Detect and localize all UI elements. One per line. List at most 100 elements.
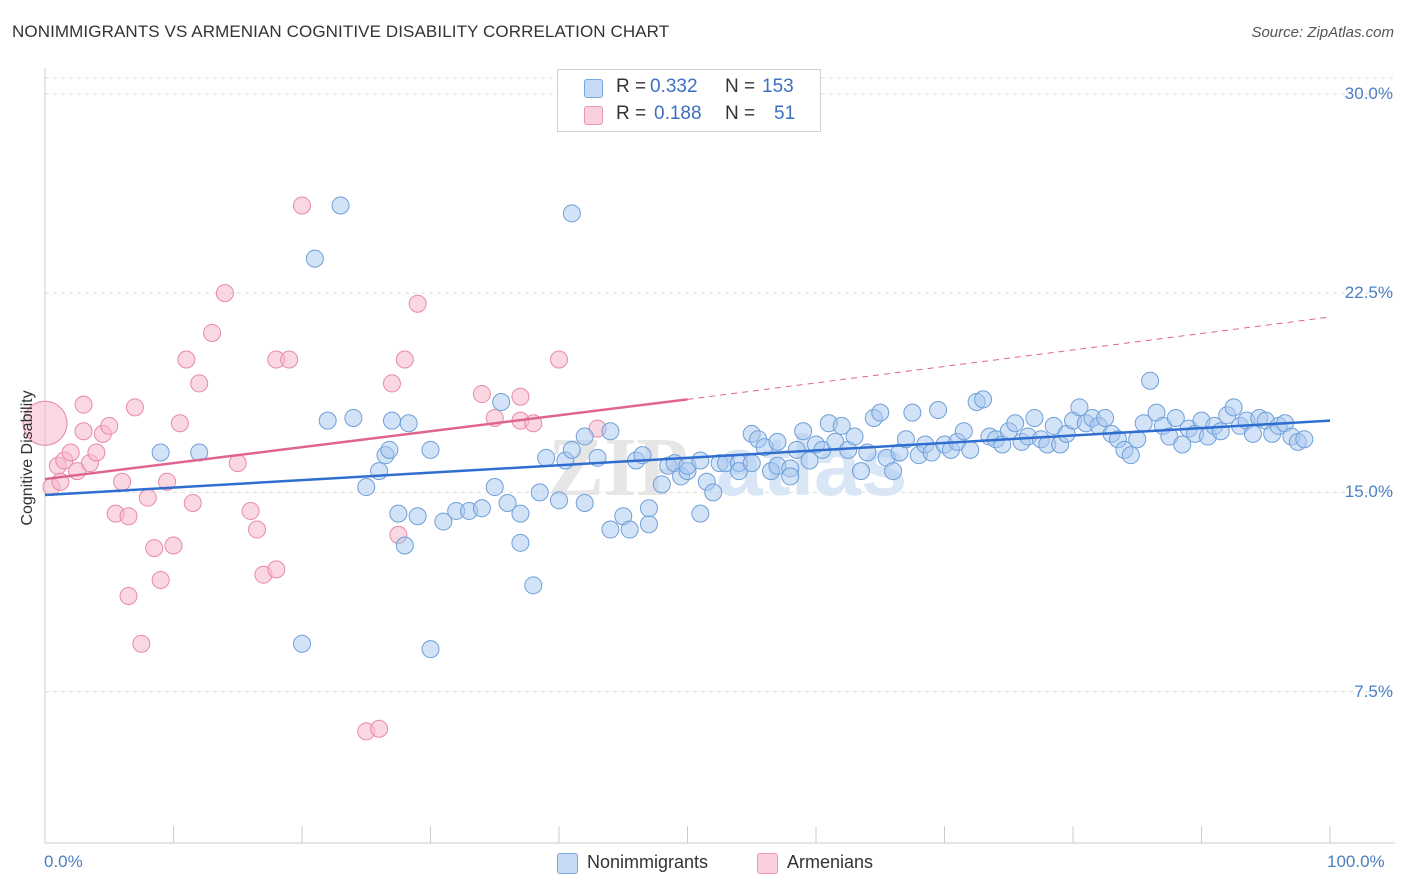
nonimmigrants-point [530,483,549,502]
nonimmigrants-point [639,499,658,518]
nonimmigrants-point [1006,414,1025,433]
nonimmigrants-point [691,451,710,470]
nonimmigrants-point [151,443,170,462]
armenians-point [74,395,93,414]
nonimmigrants-point [498,493,517,512]
trendlines [44,316,1331,497]
nonimmigrants-point [395,536,414,555]
nonimmigrants-point [537,448,556,467]
y-tick-label: 30.0% [1344,83,1393,103]
nonimmigrants-point [399,414,418,433]
armenians-point [241,501,260,520]
nonimmigrants-point [704,483,723,502]
nonimmigrants-point [929,400,948,419]
armenians-point [22,400,68,446]
nonimmigrants-point [729,462,748,481]
armenians-point [228,454,247,473]
armenians-point [203,323,222,342]
nonimmigrants-point [492,393,511,412]
nonimmigrants-point [408,507,427,526]
armenians-points [22,196,607,741]
armenians-point [119,586,138,605]
y-axis-label: Cognitive Disability [19,390,36,526]
armenians-point [395,350,414,369]
nonimmigrants-point [896,430,915,449]
y-tick-label: 7.5% [1354,681,1393,701]
nonimmigrants-trendline [44,419,1331,497]
armenians-point [472,385,491,404]
nonimmigrants-point [601,520,620,539]
nonimmigrants-point [794,422,813,441]
nonimmigrants-point [768,432,787,451]
gridlines [45,77,1395,693]
armenians-trendline [44,398,688,481]
armenians-point [550,350,568,369]
nonimmigrants-point [961,440,980,459]
nonimmigrants-point [652,475,671,494]
nonimmigrants-point [871,403,890,422]
nonimmigrants-point [331,196,350,215]
nonimmigrants-point [344,408,363,427]
armenians-point [382,374,401,393]
x-tick-label-max: 100.0% [1327,852,1385,871]
nonimmigrants-point [511,504,530,523]
armenians-point [100,416,119,435]
nonimmigrants-point [1160,427,1179,446]
nonimmigrants-point [1044,416,1063,435]
nonimmigrants-point [903,403,922,422]
armenians-point [132,634,151,653]
nonimmigrants-point [511,533,530,552]
armenians-point [177,350,196,369]
legend-n-label: N = [725,103,756,124]
y-tick-label: 15.0% [1344,482,1393,502]
nonimmigrants-point [562,204,581,223]
nonimmigrants-point [845,427,864,446]
y-tick-label: 22.5% [1344,283,1393,303]
nonimmigrants-point [357,478,376,497]
armenians-point [145,539,164,558]
nonimmigrants-point [954,422,973,441]
armenians-point [74,422,93,441]
legend-r-label: R = [616,103,647,124]
nonimmigrants-point [832,416,851,435]
legend-swatch-pink [584,106,603,125]
armenians-point [61,443,80,462]
nonimmigrants-point [1243,424,1262,443]
nonimmigrants-point [575,427,594,446]
nonimmigrants-point [620,520,639,539]
armenians-point [408,294,427,313]
nonimmigrants-point [550,491,568,510]
armenians-point [151,571,170,590]
armenians-point [183,493,202,512]
nonimmigrants-point [382,411,401,430]
nonimmigrants-points [151,196,1314,659]
legend-n-label: N = [725,76,756,97]
nonimmigrants-point [742,454,761,473]
nonimmigrants-point [1096,408,1115,427]
armenians-point [170,414,189,433]
nonimmigrants-point [575,493,594,512]
legend-n-value: 51 [774,103,796,124]
bottom-legend-label: Armenians [787,852,874,872]
nonimmigrants-point [1224,398,1243,417]
chart-title: NONIMMIGRANTS VS ARMENIAN COGNITIVE DISA… [12,22,670,41]
armenians-point [267,560,286,579]
chart-source: Source: ZipAtlas.com [1251,24,1394,41]
nonimmigrants-point [421,640,440,659]
nonimmigrants-point [472,499,491,518]
legend-n-value: 153 [762,76,794,97]
armenians-point [164,536,183,555]
nonimmigrants-point [851,462,870,481]
nonimmigrants-point [1211,422,1230,441]
armenians-point [158,472,177,491]
armenians-point [138,488,157,507]
armenians-point [119,507,138,526]
armenians-point [280,350,299,369]
armenians-point [125,398,144,417]
armenians-point [293,196,311,215]
nonimmigrants-point [601,422,620,441]
nonimmigrants-point [434,512,453,531]
nonimmigrants-point [1295,430,1314,449]
nonimmigrants-point [485,478,504,497]
